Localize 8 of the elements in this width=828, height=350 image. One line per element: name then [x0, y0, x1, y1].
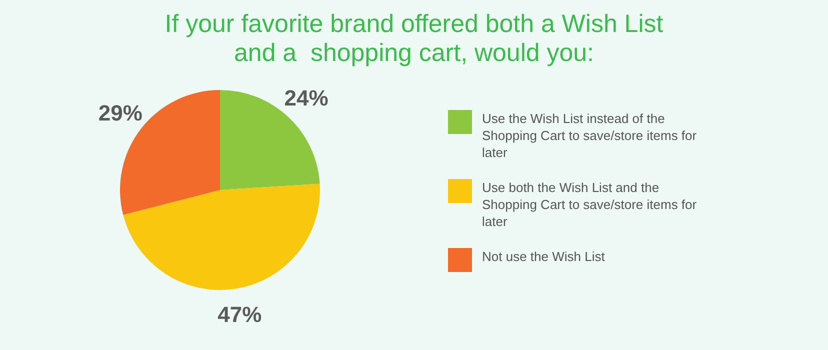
data-label: 24%	[284, 86, 328, 111]
data-label: 47%	[218, 302, 262, 327]
legend-label: Not use the Wish List	[482, 248, 605, 265]
legend-label: Use both the Wish List and the Shopping Cart to save/store items for later	[482, 179, 698, 230]
pie-slice	[123, 184, 320, 290]
data-label: 29%	[98, 100, 142, 126]
legend-label: Use the Wish List instead of the Shopping Cart to save/store items for later	[482, 110, 698, 161]
chart-title: If your favorite brand offered both a Wish List and a shopping cart, would you:	[164, 10, 664, 68]
